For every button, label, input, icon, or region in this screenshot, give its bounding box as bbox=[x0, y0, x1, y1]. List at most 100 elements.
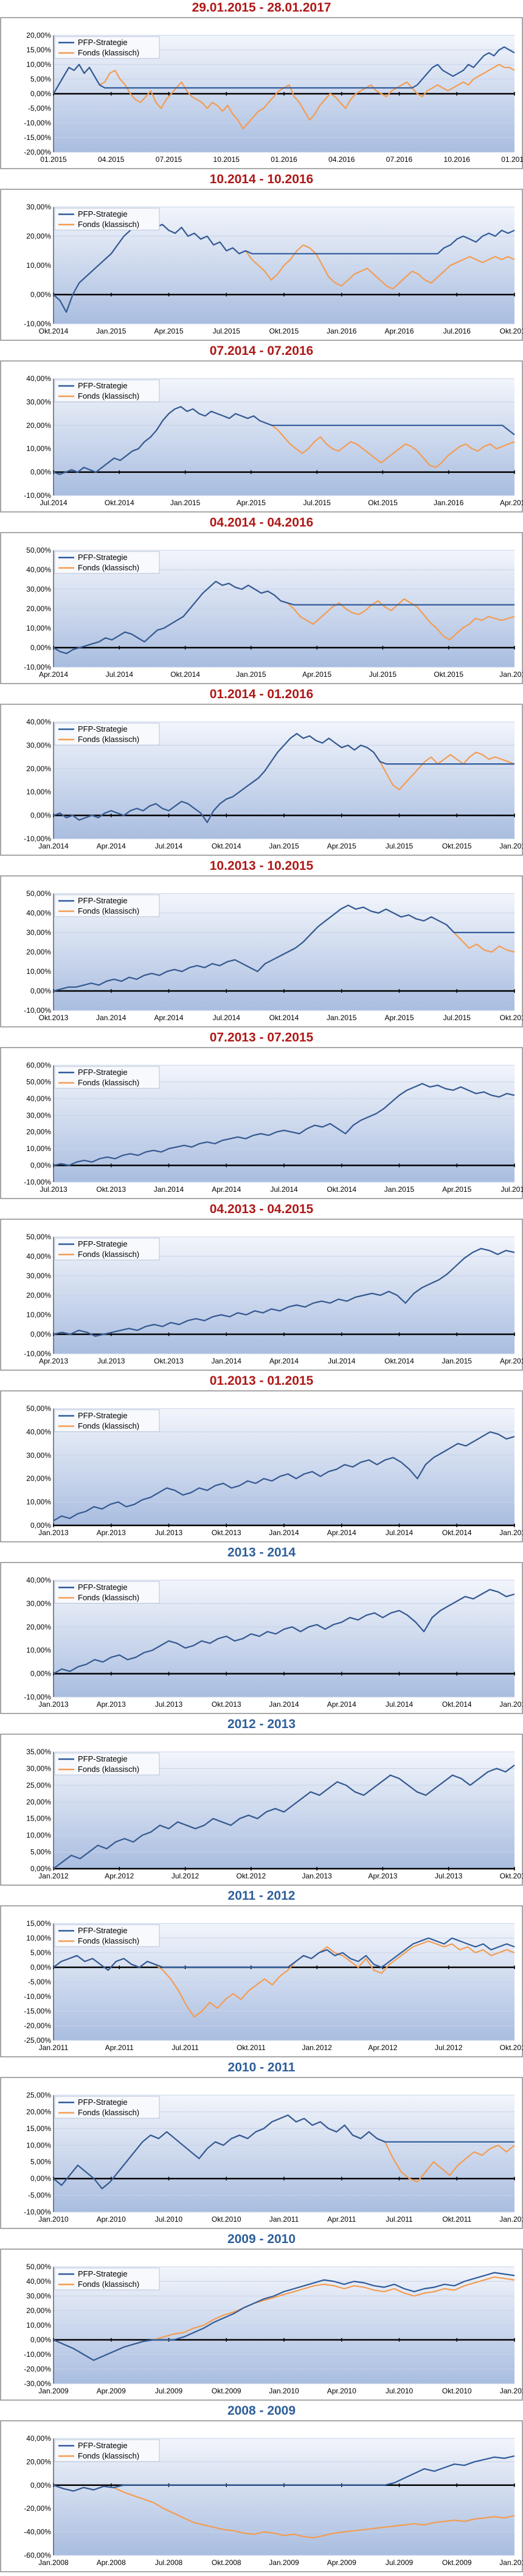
y-tick-label: 0,00% bbox=[30, 811, 51, 820]
y-tick-label: 40,00% bbox=[26, 2277, 51, 2286]
y-tick-label: 0,00% bbox=[30, 1963, 51, 1972]
x-tick-label: Apr.2014 bbox=[212, 1185, 241, 1194]
x-tick-label: Okt.2014 bbox=[170, 670, 200, 679]
y-tick-label: 10,00% bbox=[26, 60, 51, 69]
y-tick-label: 0,00% bbox=[30, 2336, 51, 2344]
y-tick-label: -10,00% bbox=[24, 663, 51, 671]
x-tick-label: Okt.2008 bbox=[212, 2558, 241, 2567]
x-tick-label: Jul.2015 bbox=[500, 1185, 523, 1194]
y-tick-label: 50,00% bbox=[26, 1233, 51, 1241]
series-line bbox=[53, 2114, 514, 2189]
chart-svg: 50,00% 40,00% 30,00% 20,00% 10,00% 0,00% -10,0… bbox=[0, 532, 523, 684]
x-tick-label: Okt.2013 bbox=[212, 1700, 241, 1709]
x-tick-label: 10.2016 bbox=[444, 155, 471, 164]
y-tick-label: 30,00% bbox=[26, 2292, 51, 2300]
x-tick-label: Jul.2014 bbox=[386, 1700, 414, 1709]
x-tick-label: Jan.2015 bbox=[499, 1700, 523, 1709]
x-tick-label: Okt.2010 bbox=[442, 2387, 472, 2395]
y-tick-label: 60,00% bbox=[26, 1061, 51, 1069]
legend-box bbox=[54, 2439, 160, 2462]
y-tick-label: 0,00% bbox=[30, 1161, 51, 1170]
chart-svg: 20,00% 15,00% 10,00% 5,00% 0,00% -5,00% -10,00… bbox=[0, 17, 523, 169]
y-tick-label: 20,00% bbox=[26, 1474, 51, 1483]
y-tick-label: 20,00% bbox=[26, 31, 51, 40]
x-tick-label: Okt.2014 bbox=[39, 327, 69, 335]
y-tick-label: 20,00% bbox=[26, 1623, 51, 1631]
x-tick-label: Jan.2016 bbox=[327, 327, 357, 335]
x-tick-label: Jan.2010 bbox=[38, 2215, 69, 2224]
x-tick-label: Apr.2010 bbox=[327, 2387, 356, 2395]
x-tick-label: Jul.2014 bbox=[328, 1357, 356, 1365]
legend-label: PFP-Strategie bbox=[78, 38, 128, 47]
legend-label: Fonds (klassisch) bbox=[78, 220, 139, 229]
legend-label: PFP-Strategie bbox=[78, 1239, 128, 1248]
x-tick-label: Jan.2014 bbox=[96, 1013, 126, 1022]
x-tick-label: Apr.2010 bbox=[97, 2215, 126, 2224]
y-tick-label: -20,00% bbox=[24, 2365, 51, 2373]
x-tick-label: Okt.2013 bbox=[154, 1357, 184, 1365]
x-tick-label: Jan.2015 bbox=[170, 499, 201, 507]
chart-panel: 29.01.2015 - 28.01.2017 20,00% 15,00% 10,00… bbox=[0, 0, 523, 172]
x-tick-label: Okt.2014 bbox=[327, 1185, 356, 1194]
series-line bbox=[53, 1589, 515, 1675]
x-tick-label: Jul.2011 bbox=[386, 2215, 413, 2224]
x-tick-label: Jan.2009 bbox=[269, 2558, 299, 2567]
legend-label: Fonds (klassisch) bbox=[78, 1593, 139, 1602]
x-tick-label: Apr.2015 bbox=[302, 670, 331, 679]
y-tick-label: 20,00% bbox=[26, 2306, 51, 2315]
x-tick-label: Jan.2014 bbox=[154, 1185, 184, 1194]
y-tick-label: 50,00% bbox=[26, 889, 51, 898]
y-tick-label: 50,00% bbox=[26, 546, 51, 555]
x-tick-label: Jul.2014 bbox=[213, 1013, 241, 1022]
series-line bbox=[53, 1248, 515, 1337]
y-tick-label: 10,00% bbox=[26, 1498, 51, 1507]
y-tick-label: 30,00% bbox=[26, 1764, 51, 1773]
legend-box bbox=[54, 894, 160, 917]
x-tick-label: Okt.2016 bbox=[500, 327, 523, 335]
y-tick-label: -60,00% bbox=[24, 2551, 51, 2560]
x-tick-label: Jan.2014 bbox=[212, 1357, 242, 1365]
legend-label: Fonds (klassisch) bbox=[78, 1421, 139, 1430]
series-line bbox=[53, 46, 515, 94]
x-tick-label: Okt.2014 bbox=[269, 1013, 299, 1022]
legend-box bbox=[54, 1924, 160, 1947]
x-tick-label: Jan.2016 bbox=[499, 670, 523, 679]
y-tick-label: -25,00% bbox=[24, 2036, 51, 2045]
y-tick-label: 10,00% bbox=[26, 1646, 51, 1654]
y-tick-label: 5,00% bbox=[30, 75, 51, 83]
y-tick-label: -40,00% bbox=[24, 2528, 51, 2536]
x-tick-label: Jan.2015 bbox=[236, 670, 266, 679]
chart-title: 01.2013 - 01.2015 bbox=[209, 1374, 314, 1388]
series-line bbox=[53, 905, 514, 992]
y-tick-label: 10,00% bbox=[26, 967, 51, 976]
chart-svg: 15,00% 10,00% 5,00% 0,00% -5,00% -10,00% -15,0… bbox=[0, 1905, 523, 2057]
x-tick-label: Okt.2012 bbox=[500, 2043, 523, 2052]
chart-svg: 40,00%20,00%0,00%-20,00%-40,00%-60,00%Ja… bbox=[0, 2420, 523, 2572]
x-tick-label: Apr.2009 bbox=[97, 2387, 126, 2395]
x-tick-label: Jan.2011 bbox=[39, 2043, 69, 2052]
x-tick-label: Jan.2013 bbox=[38, 1700, 69, 1709]
x-tick-label: Jul.2011 bbox=[171, 2043, 199, 2052]
y-tick-label: 40,00% bbox=[26, 2434, 51, 2443]
y-tick-label: 20,00% bbox=[26, 232, 51, 240]
y-tick-label: -15,00% bbox=[24, 133, 51, 142]
x-tick-label: Jul.2015 bbox=[386, 842, 414, 850]
y-tick-label: 10,00% bbox=[26, 2321, 51, 2329]
x-tick-label: Jul.2015 bbox=[213, 327, 241, 335]
x-tick-label: Jan.2011 bbox=[269, 2215, 299, 2224]
legend-label: PFP-Strategie bbox=[78, 2098, 128, 2107]
chart-title: 04.2014 - 04.2016 bbox=[209, 516, 314, 530]
chart-title: 2010 - 2011 bbox=[227, 2060, 296, 2074]
legend-label: PFP-Strategie bbox=[78, 1583, 128, 1592]
y-tick-label: 50,00% bbox=[26, 2263, 51, 2271]
x-tick-label: Jul.2013 bbox=[155, 1528, 183, 1537]
x-tick-label: Jan.2009 bbox=[38, 2387, 69, 2395]
chart-title: 2012 - 2013 bbox=[227, 1717, 296, 1731]
y-tick-label: -5,00% bbox=[28, 2191, 51, 2200]
x-tick-label: Jul.2012 bbox=[171, 1872, 199, 1880]
chart-svg: 60,00% 50,00% 40,00% 30,00% 20,00% 10,00% 0,00… bbox=[0, 1047, 523, 1199]
x-tick-label: Apr.2014 bbox=[39, 670, 68, 679]
x-tick-label: Apr.2012 bbox=[105, 1872, 134, 1880]
